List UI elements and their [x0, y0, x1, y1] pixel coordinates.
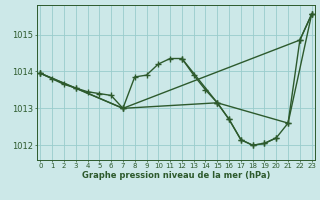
- X-axis label: Graphe pression niveau de la mer (hPa): Graphe pression niveau de la mer (hPa): [82, 171, 270, 180]
